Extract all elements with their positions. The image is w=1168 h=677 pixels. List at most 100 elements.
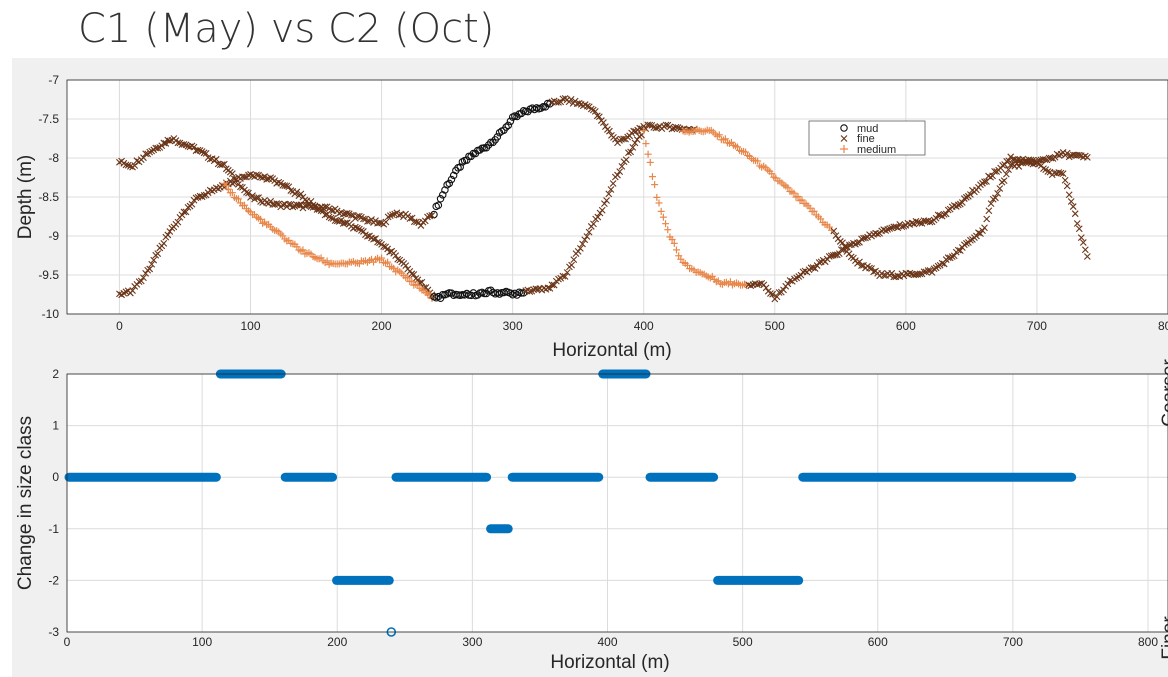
fine-point: [293, 188, 301, 196]
fine-point: [522, 287, 530, 295]
fine-point-stroke: [382, 218, 390, 226]
fine-point: [966, 191, 974, 198]
fine-point: [966, 236, 974, 244]
fine-point: [831, 251, 839, 259]
fine-point-stroke: [847, 253, 855, 261]
fine-point-stroke: [263, 176, 271, 183]
fine-point-stroke: [570, 256, 578, 264]
fine-point: [263, 199, 271, 206]
fine-point: [1063, 149, 1071, 157]
fine-point-stroke: [944, 206, 952, 214]
fine-point: [950, 252, 958, 260]
fine-point-stroke: [956, 247, 964, 255]
fine-point-stroke: [410, 271, 418, 278]
fine-point: [259, 174, 266, 182]
fine-point-stroke: [370, 235, 377, 243]
fine-point-stroke: [594, 213, 602, 221]
depth-x-tick-label: 100: [240, 319, 260, 333]
fine-point: [200, 191, 208, 199]
fine-point: [587, 105, 595, 113]
fine-point-stroke: [249, 192, 256, 200]
fine-point-stroke: [898, 223, 906, 230]
mud-point: [447, 175, 456, 184]
fine-point: [150, 256, 158, 264]
mud-point: [495, 128, 504, 137]
fine-point-stroke: [356, 212, 363, 220]
change-axes-frame: [66, 373, 1168, 633]
fine-point-stroke: [880, 271, 888, 279]
fine-point: [1083, 154, 1091, 161]
fine-point: [353, 212, 361, 220]
fine-point-stroke: [581, 236, 589, 244]
fine-point-stroke: [192, 194, 200, 202]
fine-point: [245, 171, 252, 179]
fine-point: [670, 124, 678, 132]
fine-point-stroke: [583, 102, 591, 110]
fine-point-stroke: [408, 214, 416, 222]
depth-y-tick-label: -7: [48, 73, 59, 87]
fine-point-stroke: [591, 108, 599, 115]
fine-point-stroke: [160, 139, 168, 147]
fine-point: [297, 190, 305, 198]
depth-x-axis-label: Horizontal (m): [552, 340, 671, 361]
fine-point-stroke: [962, 193, 970, 201]
medium-point: [323, 257, 331, 265]
fine-point-stroke: [1075, 151, 1083, 159]
fine-point-stroke: [166, 137, 174, 145]
fine-point-stroke: [287, 187, 295, 194]
fine-point: [916, 219, 924, 227]
fine-point: [614, 171, 621, 179]
fine-point-stroke: [753, 281, 761, 288]
change-axes-background: [67, 374, 1168, 632]
fine-point: [230, 179, 238, 186]
fine-point-stroke: [116, 290, 123, 298]
fine-point-stroke: [174, 218, 182, 226]
fine-point-stroke: [760, 281, 768, 289]
fine-point: [1000, 177, 1008, 184]
fine-point: [612, 135, 619, 143]
fine-point: [585, 228, 593, 236]
fine-point-stroke: [386, 212, 394, 220]
medium-point: [644, 150, 652, 158]
fine-point-stroke: [882, 227, 890, 234]
depth-x-tick-label: 300: [503, 319, 523, 333]
mud-point: [434, 292, 443, 301]
fine-point: [858, 262, 865, 270]
fine-point-stroke: [1044, 168, 1052, 175]
fine-point: [261, 173, 269, 180]
fine-point-stroke: [576, 245, 584, 252]
fine-point: [380, 243, 387, 250]
fine-point-stroke: [160, 239, 168, 247]
fine-point: [1017, 159, 1025, 167]
fine-point-stroke: [297, 201, 305, 209]
fine-point-stroke: [162, 140, 170, 147]
fine-point-stroke: [1069, 203, 1077, 210]
fine-point: [652, 124, 660, 132]
fine-point: [237, 183, 244, 191]
fine-point-stroke: [285, 183, 293, 191]
fine-point-stroke: [593, 112, 601, 120]
fine-point-stroke: [629, 144, 637, 151]
fine-point-stroke: [279, 201, 287, 209]
fine-point-stroke: [892, 223, 900, 231]
fine-point-stroke: [1047, 154, 1055, 162]
fine-point: [162, 140, 170, 147]
fine-point: [160, 139, 168, 147]
fine-point-stroke: [200, 191, 208, 199]
fine-point-stroke: [1033, 159, 1041, 167]
fine-point: [192, 194, 200, 202]
fine-point-stroke: [1005, 157, 1013, 165]
fine-point-stroke: [218, 161, 226, 168]
fine-point: [245, 189, 252, 197]
fine-point: [206, 155, 214, 163]
fine-point-stroke: [985, 207, 993, 215]
fine-point: [281, 182, 289, 190]
fine-point: [934, 211, 942, 219]
fine-point-stroke: [1071, 210, 1079, 218]
fine-point-stroke: [245, 171, 252, 179]
fine-point: [912, 217, 920, 225]
fine-point-stroke: [150, 256, 158, 264]
fine-point-stroke: [337, 216, 345, 224]
fine-point-stroke: [273, 200, 281, 207]
fine-point: [129, 287, 136, 294]
